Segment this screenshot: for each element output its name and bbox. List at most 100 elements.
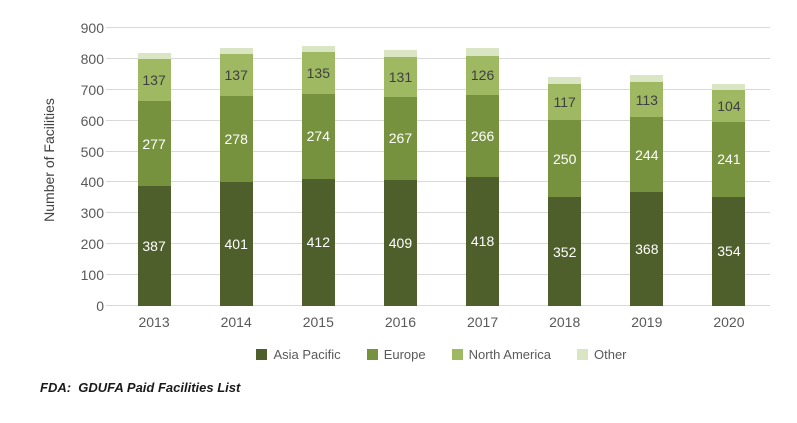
bar-segment-other-2017	[466, 48, 500, 56]
gridline-800	[106, 57, 770, 59]
bar-segment-europe-2014: 278	[219, 96, 253, 183]
gridline-500	[106, 150, 770, 152]
legend-label-other: Other	[593, 347, 627, 362]
bar-segment-north-america-2020: 104	[712, 90, 746, 123]
data-label-asia-pacific-2018: 352	[553, 243, 577, 260]
bar-segment-europe-2019: 244	[630, 116, 664, 193]
bar-segment-asia-pacific-2017: 418	[466, 176, 500, 306]
x-tick-label-2020: 2020	[713, 314, 745, 330]
data-label-europe-2016: 267	[388, 130, 413, 147]
x-tick-label-2017: 2017	[466, 314, 499, 330]
bar-2020: 354 241 104	[712, 28, 746, 306]
x-tick-label-2014: 2014	[220, 314, 252, 330]
bar-segment-asia-pacific-2015: 412	[301, 178, 335, 306]
legend-item-europe: Europe	[366, 347, 426, 362]
data-label-asia-pacific-2014: 401	[224, 236, 248, 253]
bar-segment-other-2020	[712, 83, 746, 91]
data-label-north-america-2017: 126	[470, 67, 495, 84]
bar-2016: 409 267 131	[383, 28, 417, 306]
gridline-100	[106, 274, 770, 276]
plot-area: 387 277 137 401 278 137 412 274 135 409 267 131 418 2…	[106, 27, 770, 306]
gridlines	[106, 27, 770, 306]
legend-label-north-america: North America	[468, 347, 551, 362]
bar-segment-north-america-2015: 135	[301, 52, 335, 95]
y-axis-title-text: Number of Facilities	[41, 98, 57, 222]
bar-segment-europe-2020: 241	[712, 122, 746, 197]
bar-segment-asia-pacific-2016: 409	[383, 179, 417, 306]
data-label-europe-2020: 241	[717, 151, 741, 168]
data-label-europe-2015: 274	[306, 128, 330, 145]
data-label-asia-pacific-2013: 387	[142, 238, 166, 255]
bar-segment-north-america-2017: 126	[466, 55, 500, 95]
bar-segment-north-america-2013: 137	[137, 58, 171, 101]
bar-segment-north-america-2018: 117	[548, 83, 582, 121]
bar-segment-other-2015	[301, 45, 335, 53]
y-tick-label-400: 400	[80, 174, 104, 191]
bar-segment-asia-pacific-2013: 387	[137, 186, 171, 306]
gridline-0	[106, 305, 770, 306]
bar-segment-asia-pacific-2018: 352	[548, 197, 582, 306]
gridline-400	[106, 181, 770, 183]
x-tick-label-2013: 2013	[138, 314, 170, 330]
bar-segment-north-america-2019: 113	[630, 82, 664, 117]
data-label-north-america-2016: 131	[388, 68, 413, 85]
legend-swatch-asia-pacific	[256, 349, 268, 360]
bar-segment-europe-2018: 250	[548, 120, 582, 198]
data-label-north-america-2015: 135	[306, 65, 330, 82]
bar-segment-europe-2016: 267	[383, 97, 417, 180]
y-tick-label-200: 200	[80, 236, 104, 253]
bar-segment-north-america-2016: 131	[383, 56, 417, 98]
y-tick-label-900: 900	[80, 20, 104, 36]
x-tick-label-2015: 2015	[302, 314, 334, 330]
bar-segment-europe-2013: 277	[137, 100, 171, 187]
data-label-europe-2019: 244	[635, 146, 659, 163]
data-label-asia-pacific-2020: 354	[717, 243, 741, 260]
data-label-north-america-2019: 113	[635, 91, 658, 108]
y-tick-label-300: 300	[80, 205, 104, 222]
bar-segment-other-2019	[630, 75, 664, 83]
data-label-north-america-2020: 104	[717, 98, 741, 115]
bar-2017: 418 266 126	[466, 28, 500, 306]
legend-label-europe: Europe	[383, 347, 426, 362]
y-tick-label-600: 600	[80, 112, 104, 129]
bar-segment-north-america-2014: 137	[219, 53, 253, 97]
legend-item-north-america: North America	[451, 347, 551, 362]
legend-label-asia-pacific: Asia Pacific	[273, 347, 341, 362]
legend-swatch-other	[576, 349, 588, 360]
bar-segment-other-2013	[137, 52, 171, 59]
bars: 387 277 137 401 278 137 412 274 135 409 267 131 418 2…	[113, 28, 770, 306]
x-tick-label-2016: 2016	[384, 314, 417, 330]
gridline-600	[106, 119, 770, 121]
bar-2014: 401 278 137	[219, 28, 253, 306]
data-label-europe-2014: 278	[224, 131, 248, 148]
data-label-europe-2017: 266	[470, 127, 495, 144]
bar-segment-europe-2015: 274	[301, 94, 335, 179]
legend-swatch-north-america	[451, 349, 463, 360]
y-tick-label-500: 500	[80, 143, 104, 160]
data-label-asia-pacific-2019: 368	[635, 241, 659, 258]
data-label-north-america-2013: 137	[142, 71, 166, 88]
data-label-asia-pacific-2017: 418	[470, 233, 495, 250]
bar-segment-asia-pacific-2019: 368	[630, 192, 664, 306]
x-tick-label-2019: 2019	[631, 314, 663, 330]
data-label-north-america-2018: 117	[553, 94, 576, 110]
legend-item-other: Other	[576, 347, 627, 362]
source-note: FDA: GDUFA Paid Facilities List	[40, 380, 241, 395]
bar-2015: 412 274 135	[301, 28, 335, 306]
x-tick-label-2018: 2018	[549, 314, 581, 330]
bar-segment-other-2014	[219, 47, 253, 54]
y-tick-label-700: 700	[80, 81, 104, 98]
bar-2019: 368 244 113	[630, 28, 664, 306]
bar-segment-asia-pacific-2014: 401	[219, 182, 253, 306]
data-label-asia-pacific-2015: 412	[306, 234, 330, 251]
data-label-north-america-2014: 137	[224, 67, 248, 84]
legend: Asia Pacific Europe North America Other	[113, 347, 770, 362]
gridline-700	[106, 88, 770, 90]
gridline-300	[106, 212, 770, 214]
data-label-europe-2013: 277	[142, 135, 166, 152]
data-label-asia-pacific-2016: 409	[388, 234, 413, 251]
legend-swatch-europe	[366, 349, 378, 360]
bar-segment-europe-2017: 266	[466, 94, 500, 177]
bar-2018: 352 250 117	[548, 28, 582, 306]
